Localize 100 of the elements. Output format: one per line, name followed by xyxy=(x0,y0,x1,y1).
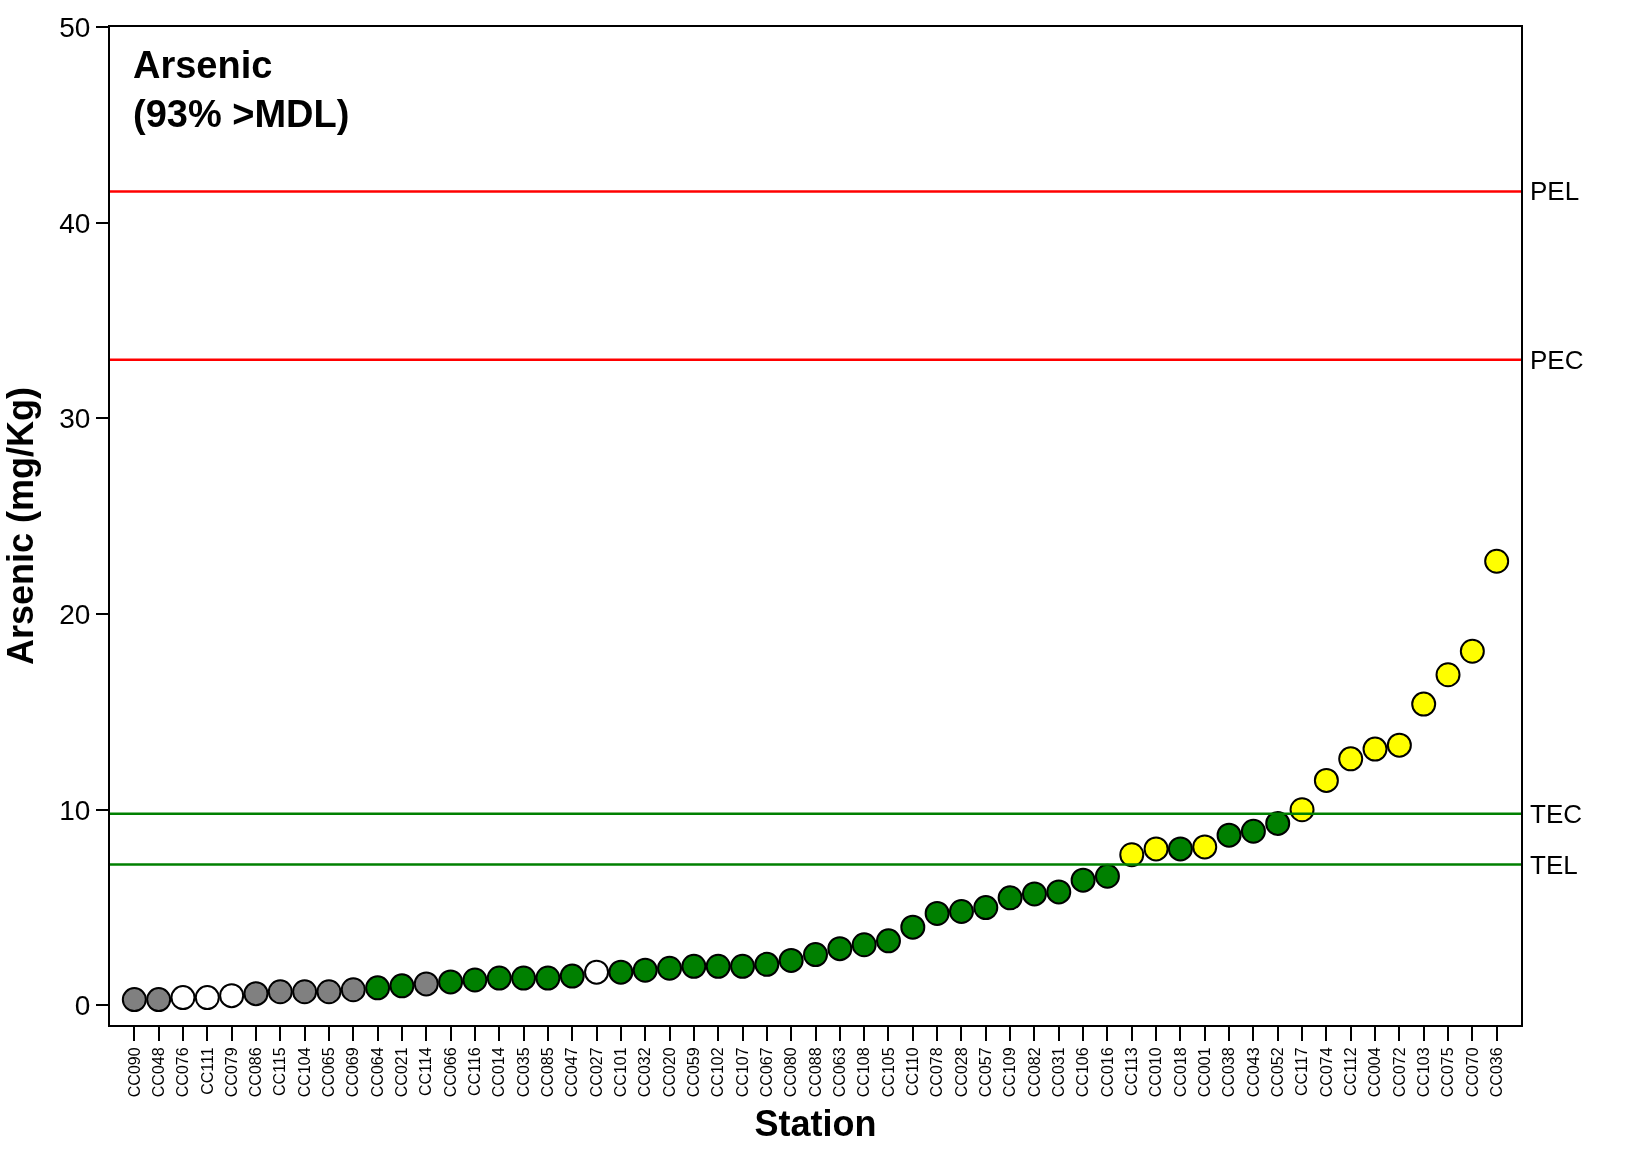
x-tick-label: CC085 xyxy=(539,1047,557,1098)
x-tick-label: CC027 xyxy=(587,1047,605,1098)
x-tick-label: CC074 xyxy=(1317,1047,1335,1098)
point xyxy=(559,963,585,989)
x-tick-label: CC059 xyxy=(685,1047,703,1098)
x-tick-label: CC082 xyxy=(1025,1047,1043,1098)
point xyxy=(730,953,756,979)
point xyxy=(1435,662,1461,688)
x-tick-label: CC020 xyxy=(660,1047,678,1098)
ref-line-label: TEL xyxy=(1530,850,1578,880)
point xyxy=(608,959,634,985)
point xyxy=(316,979,342,1005)
point xyxy=(438,969,464,995)
x-tick-label: CC064 xyxy=(368,1047,386,1098)
x-tick-label: CC107 xyxy=(733,1047,751,1098)
point xyxy=(948,899,974,924)
point xyxy=(973,895,999,921)
y-tick-label: 50 xyxy=(59,11,91,43)
x-tick-label: CC106 xyxy=(1074,1047,1092,1098)
x-tick-label: CC117 xyxy=(1293,1047,1311,1097)
x-tick-label: CC080 xyxy=(782,1047,800,1098)
x-tick-label: CC108 xyxy=(855,1047,873,1098)
x-tick-label: CC105 xyxy=(879,1047,897,1098)
point xyxy=(535,965,561,991)
x-tick-label: CC115 xyxy=(271,1047,289,1097)
point xyxy=(340,977,366,1003)
x-tick-label: CC063 xyxy=(831,1047,849,1098)
x-tick-label: CC114 xyxy=(417,1047,435,1097)
x-tick-label: CC102 xyxy=(709,1047,727,1098)
point xyxy=(511,965,537,991)
x-tick-label: CC079 xyxy=(222,1047,240,1098)
x-tick-label: CC028 xyxy=(952,1047,970,1098)
x-tick-label: CC021 xyxy=(393,1047,411,1098)
x-tick-label: CC001 xyxy=(1195,1047,1213,1098)
point xyxy=(219,983,245,1009)
x-tick-label: CC065 xyxy=(320,1047,338,1098)
point xyxy=(462,967,488,993)
x-tick-label: CC057 xyxy=(976,1047,994,1098)
ref-line-label: PEC xyxy=(1530,345,1584,375)
y-tick-label: 30 xyxy=(59,403,91,435)
x-tick-label: CC086 xyxy=(247,1047,265,1098)
point xyxy=(389,973,415,999)
point xyxy=(900,914,926,940)
y-tick-label: 40 xyxy=(59,207,91,239)
point xyxy=(827,936,853,962)
point xyxy=(1411,691,1437,717)
x-tick-label: CC036 xyxy=(1487,1047,1505,1098)
point xyxy=(1386,732,1412,758)
point xyxy=(1240,818,1266,844)
point xyxy=(1484,548,1510,574)
x-tick-label: CC038 xyxy=(1220,1047,1238,1098)
ref-line-label: PEL xyxy=(1530,176,1580,206)
x-tick-label: CC072 xyxy=(1390,1047,1408,1098)
x-tick-label: CC113 xyxy=(1122,1047,1140,1097)
point xyxy=(1459,638,1485,664)
y-tick-label: 20 xyxy=(59,598,91,630)
point xyxy=(1362,736,1388,762)
x-tick-label: CC103 xyxy=(1414,1047,1432,1098)
y-axis-title: Arsenic (mg/Kg) xyxy=(0,386,41,666)
x-tick-label: CC078 xyxy=(928,1047,946,1098)
point xyxy=(292,979,318,1005)
x-tick-label: CC076 xyxy=(174,1047,192,1098)
point xyxy=(657,955,683,981)
x-tick-label: CC116 xyxy=(466,1047,484,1097)
x-tick-label: CC090 xyxy=(125,1047,143,1098)
x-tick-label: CC070 xyxy=(1463,1047,1481,1098)
y-tick-label: 0 xyxy=(74,990,91,1022)
x-tick-label: CC018 xyxy=(1171,1047,1189,1098)
point xyxy=(1070,867,1096,893)
point xyxy=(875,928,901,954)
point xyxy=(1313,767,1339,793)
point xyxy=(924,900,950,926)
x-tick-label: CC004 xyxy=(1366,1047,1384,1098)
text: Arsenic (93% >MDL) xyxy=(133,44,350,136)
x-tick-label: CC066 xyxy=(441,1047,459,1098)
x-tick-label: CC069 xyxy=(344,1047,362,1098)
x-axis-title: Station xyxy=(754,1103,877,1145)
x-tick-label: CC109 xyxy=(1001,1047,1019,1098)
x-tick-label: CC031 xyxy=(1049,1047,1067,1098)
point xyxy=(146,987,172,1013)
point xyxy=(851,932,877,958)
point xyxy=(194,985,220,1011)
x-tick-label: CC104 xyxy=(295,1047,313,1098)
point xyxy=(1265,810,1291,836)
y-tick-label: 10 xyxy=(59,794,91,826)
x-tick-label: CC010 xyxy=(1147,1047,1165,1098)
point xyxy=(267,979,293,1005)
point xyxy=(705,953,731,979)
ref-line-label: TEC xyxy=(1530,799,1582,829)
x-tick-label: CC075 xyxy=(1439,1047,1457,1098)
point xyxy=(1021,881,1047,907)
x-tick-label: CC016 xyxy=(1098,1047,1116,1098)
point xyxy=(486,965,512,991)
point xyxy=(1094,863,1120,889)
point xyxy=(365,975,391,1001)
x-tick-label: CC112 xyxy=(1341,1047,1359,1097)
point xyxy=(997,885,1023,911)
point xyxy=(681,953,707,979)
x-tick-label: CC014 xyxy=(490,1047,508,1098)
x-tick-label: CC067 xyxy=(758,1047,776,1098)
